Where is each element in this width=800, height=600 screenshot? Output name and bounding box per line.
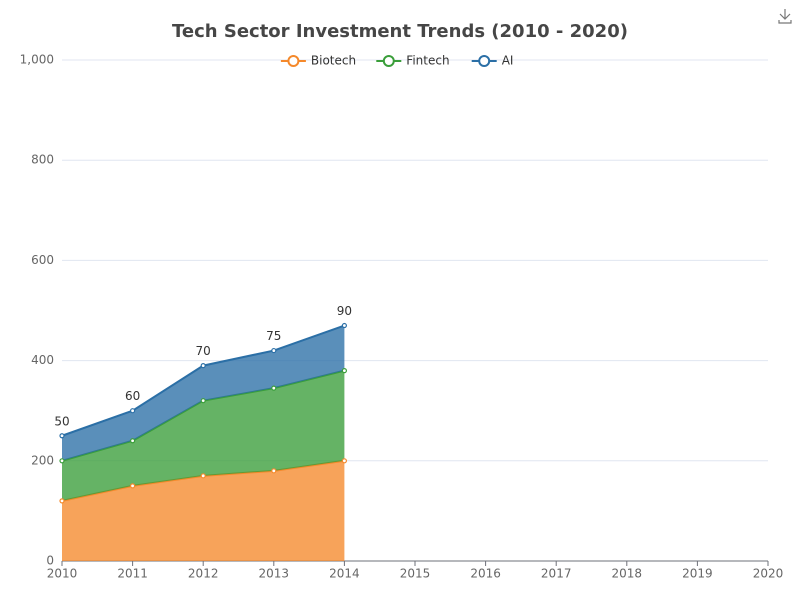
- download-icon[interactable]: [778, 9, 792, 24]
- x-tick-label: 2018: [612, 567, 643, 581]
- point: [200, 398, 206, 404]
- point: [341, 458, 347, 464]
- y-tick-label: 400: [31, 353, 54, 367]
- point: [200, 363, 206, 369]
- point: [130, 438, 136, 444]
- point: [59, 433, 65, 439]
- area: [62, 460, 345, 561]
- x-tick-label: 2012: [188, 567, 219, 581]
- y-tick-label: 0: [46, 554, 54, 568]
- value-label: 90: [337, 304, 352, 318]
- legend-marker: [287, 55, 300, 67]
- value-label: 75: [266, 329, 281, 343]
- y-tick-label: 200: [31, 453, 54, 467]
- x-tick-label: 2020: [753, 567, 784, 581]
- point: [271, 347, 277, 354]
- point: [341, 368, 347, 374]
- area: [62, 325, 345, 461]
- y-tick-label: 1,000: [20, 53, 54, 67]
- point: [200, 473, 206, 479]
- y-tick-label: 800: [31, 153, 54, 167]
- x-tick-label: 2011: [117, 567, 148, 581]
- legend-marker: [478, 55, 491, 67]
- point: [130, 408, 136, 414]
- point: [130, 483, 136, 489]
- download-glyph[interactable]: [778, 9, 792, 24]
- legend-label: Fintech: [406, 54, 449, 68]
- point: [341, 322, 347, 329]
- legend-label: Biotech: [311, 54, 356, 68]
- x-tick-label: 2015: [400, 567, 431, 581]
- x-tick-label: 2010: [47, 567, 78, 581]
- chart-title: Tech Sector Investment Trends (2010 - 20…: [172, 21, 628, 42]
- point: [59, 498, 65, 504]
- point: [59, 458, 65, 464]
- point: [271, 468, 277, 474]
- x-tick-label: 2013: [259, 567, 290, 581]
- value-label: 60: [125, 389, 140, 403]
- value-label: 50: [54, 414, 69, 428]
- x-tick-label: 2016: [470, 567, 501, 581]
- legend-marker: [382, 55, 395, 67]
- value-label: 70: [196, 344, 211, 358]
- x-tick-label: 2014: [329, 567, 360, 581]
- x-tick-label: 2017: [541, 567, 572, 581]
- x-tick-label: 2019: [682, 567, 713, 581]
- legend-label: AI: [502, 54, 514, 68]
- point: [271, 385, 277, 391]
- y-tick-label: 600: [31, 253, 54, 267]
